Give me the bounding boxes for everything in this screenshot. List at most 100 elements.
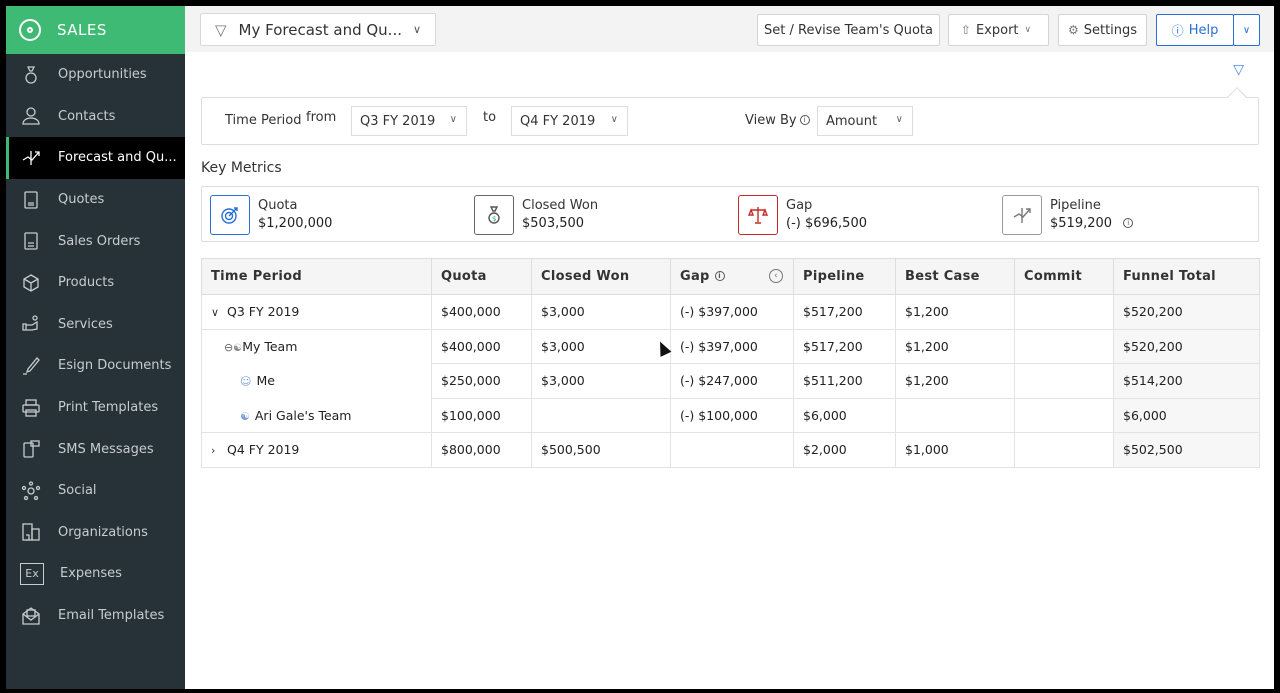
sidebar-item-email-templates[interactable]: Email Templates — [6, 595, 185, 637]
quota-cell: $400,000 — [431, 328, 532, 364]
help-button[interactable]: ⓘ Help — [1156, 14, 1234, 46]
best-case-link[interactable] — [895, 397, 1015, 433]
gear-icon: ⚙ — [1067, 23, 1079, 37]
collapse-columns-icon[interactable]: ‹ — [769, 269, 783, 283]
chevron-down-icon: ∨ — [1024, 25, 1032, 35]
sidebar-item-expenses[interactable]: Ex Expenses — [6, 553, 185, 595]
col-funnel-total: Funnel Total — [1113, 258, 1260, 295]
toolbar: ▽ My Forecast and Qu... ∨ Set / Revise T… — [185, 6, 1274, 52]
sidebar-item-label: Services — [58, 316, 113, 332]
metric-gap: Gap (-) $696,500 — [738, 195, 867, 235]
chevron-down-icon: ∨ — [1242, 24, 1251, 36]
team-cell[interactable]: ⊖☯My Team — [201, 328, 432, 364]
sidebar-item-label: Forecast and Qu... — [58, 150, 177, 166]
metric-closed-won: $ Closed Won $503,500 — [474, 195, 598, 235]
network-icon — [20, 480, 42, 502]
from-label: from — [306, 110, 337, 125]
sidebar-item-quotes[interactable]: Quotes — [6, 179, 185, 221]
quote-doc-icon — [20, 189, 42, 211]
money-bag-icon — [20, 64, 42, 86]
quota-cell: $400,000 — [431, 294, 532, 330]
best-case-link[interactable]: $1,000 — [895, 432, 1015, 468]
col-commit: Commit — [1014, 258, 1114, 295]
person-icon — [20, 105, 42, 127]
key-metrics-title: Key Metrics — [201, 160, 282, 176]
col-quota: Quota — [431, 258, 532, 295]
closed-won-link[interactable]: $500,500 — [531, 432, 671, 468]
filter-panel: Time Period from Q3 FY 2019 ∨ to Q4 FY 2… — [201, 87, 1259, 145]
closed-won-link[interactable] — [531, 397, 671, 433]
sidebar-item-print-templates[interactable]: Print Templates — [6, 387, 185, 429]
gap-cell: (-) $397,000 — [670, 294, 794, 330]
forecast-view-selector[interactable]: ▽ My Forecast and Qu... ∨ — [200, 13, 436, 46]
view-by-value: Amount — [826, 113, 878, 129]
funnel-total-cell: $520,200 — [1113, 294, 1260, 330]
table-header-row: Time Period Quota Closed Won Gap i ‹ Pipel… — [201, 258, 1260, 295]
set-revise-quota-button[interactable]: Set / Revise Team's Quota — [757, 14, 940, 46]
sidebar-item-label: Sales Orders — [58, 233, 141, 249]
from-period-select[interactable]: Q3 FY 2019 ∨ — [351, 106, 467, 136]
pipeline-link[interactable]: $2,000 — [793, 432, 896, 468]
view-by-label: View By i — [745, 113, 810, 128]
period-cell[interactable]: › Q4 FY 2019 — [201, 432, 432, 468]
key-metrics-panel: Quota $1,200,000 $ Closed Won $503,500 G… — [201, 186, 1259, 242]
team-member-cell[interactable]: ☯ Ari Gale's Team — [201, 398, 432, 433]
table-row: ☺ Me $250,000 $3,000 (-) $247,000 $511,20… — [201, 363, 1260, 399]
sidebar-item-services[interactable]: Services — [6, 304, 185, 346]
sidebar-item-label: SMS Messages — [58, 441, 154, 457]
sidebar-item-opportunities[interactable]: Opportunities — [6, 54, 185, 96]
export-button[interactable]: ⇧ Export ∨ — [948, 14, 1049, 46]
building-icon — [20, 521, 42, 543]
commit-cell — [1014, 397, 1114, 433]
best-case-link[interactable]: $1,200 — [895, 328, 1015, 364]
quota-cell: $100,000 — [431, 397, 532, 433]
sidebar-item-esign-documents[interactable]: Esign Documents — [6, 345, 185, 387]
closed-won-link[interactable]: $3,000 — [531, 294, 671, 330]
view-by-select[interactable]: Amount ∨ — [817, 106, 913, 136]
sidebar-item-label: Esign Documents — [58, 358, 172, 374]
pipeline-link[interactable]: $517,200 — [793, 294, 896, 330]
closed-won-link[interactable]: $3,000 — [531, 328, 671, 364]
best-case-link[interactable]: $1,200 — [895, 363, 1015, 399]
money-bag-icon: $ — [474, 195, 514, 235]
chevron-down-icon[interactable]: ∨ — [211, 306, 220, 320]
info-icon[interactable]: i — [714, 271, 725, 281]
collapse-circle-icon[interactable]: ⊖ — [224, 340, 234, 354]
period-cell[interactable]: ∨ Q3 FY 2019 — [201, 294, 432, 330]
info-icon[interactable]: i — [1123, 218, 1134, 228]
metric-quota: Quota $1,200,000 — [210, 195, 332, 235]
sales-module-header[interactable]: SALES — [6, 6, 185, 54]
person-icon: ☺ — [240, 375, 252, 389]
sidebar-item-organizations[interactable]: Organizations — [6, 512, 185, 554]
envelope-icon — [20, 605, 42, 627]
chevron-right-icon[interactable]: › — [211, 444, 216, 458]
table-row: › Q4 FY 2019 $800,000 $500,500 $2,000 $1,… — [201, 432, 1260, 468]
sidebar-item-label: Social — [58, 483, 97, 499]
sidebar-item-label: Opportunities — [58, 67, 147, 83]
sidebar-item-forecast[interactable]: Forecast and Qu... — [6, 137, 185, 179]
info-icon[interactable]: i — [799, 115, 810, 125]
sidebar-item-products[interactable]: Products — [6, 262, 185, 304]
sidebar-item-social[interactable]: Social — [6, 470, 185, 512]
commit-cell — [1014, 328, 1114, 364]
filter-toggle-icon[interactable]: ▽ — [1233, 62, 1244, 78]
ex-badge-icon: Ex — [20, 562, 44, 585]
quota-button-label: Set / Revise Team's Quota — [764, 22, 933, 38]
closed-won-link[interactable]: $3,000 — [531, 363, 671, 399]
pipeline-link[interactable]: $6,000 — [793, 397, 896, 433]
metric-value: $503,500 — [522, 216, 585, 231]
sidebar-item-contacts[interactable]: Contacts — [6, 96, 185, 138]
funnel-total-cell: $502,500 — [1113, 432, 1260, 468]
to-period-select[interactable]: Q4 FY 2019 ∨ — [511, 106, 628, 136]
sidebar-item-sms-messages[interactable]: SMS Messages — [6, 428, 185, 470]
best-case-link[interactable]: $1,200 — [895, 294, 1015, 330]
table-row: ⊖☯My Team $400,000 $3,000 (-) $397,000 $… — [201, 328, 1260, 364]
pipeline-link[interactable]: $511,200 — [793, 363, 896, 399]
settings-button[interactable]: ⚙ Settings — [1058, 14, 1147, 46]
chevron-down-icon: ∨ — [449, 114, 457, 125]
sidebar-item-sales-orders[interactable]: Sales Orders — [6, 220, 185, 262]
pipeline-link[interactable]: $517,200 — [793, 328, 896, 364]
sms-phone-icon — [20, 438, 42, 460]
me-cell[interactable]: ☺ Me — [201, 363, 432, 398]
help-dropdown-button[interactable]: ∨ — [1233, 14, 1260, 46]
